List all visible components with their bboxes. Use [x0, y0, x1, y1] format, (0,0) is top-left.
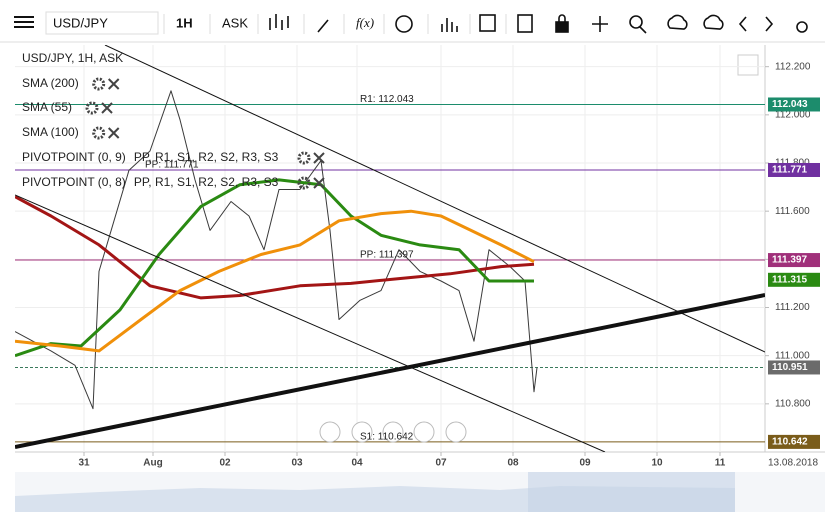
series-line: [15, 195, 535, 300]
price-tag-label: 111.315: [772, 274, 807, 285]
price-tag: [768, 434, 820, 449]
x-tick-label: 04: [351, 458, 363, 469]
y-tick-label: 110.800: [775, 398, 811, 409]
series-line: [15, 209, 535, 353]
interval[interactable]: 1H: [176, 15, 193, 30]
y-tick-label: 111.200: [775, 302, 810, 313]
x-tick-label: 03: [291, 458, 303, 469]
price-tag-label: 110.642: [772, 437, 808, 448]
x-tick-label: 07: [435, 458, 447, 469]
x-tick-label: 11: [715, 458, 726, 469]
price-tag-label: 110.951: [772, 362, 808, 373]
date-label: 13.08.2018: [768, 458, 818, 469]
zoom-controls[interactable]: [319, 421, 467, 443]
toolbar-separators: [163, 14, 507, 34]
popout-button[interactable]: [737, 54, 759, 76]
indicator-name: SMA (100): [22, 125, 79, 139]
remove-icon[interactable]: [313, 177, 325, 189]
y-tick-label: 111.000: [775, 350, 810, 361]
settings-icon[interactable]: [85, 101, 99, 115]
price-tag-label: 111.397: [772, 255, 807, 266]
plot: [15, 45, 765, 452]
remove-icon[interactable]: [107, 127, 120, 139]
series-line: [15, 178, 534, 358]
price-tag: [768, 253, 820, 268]
price-tag: [768, 360, 820, 375]
price-tag-label: 112.043: [772, 99, 808, 110]
plot-area: [15, 45, 765, 452]
indicator-name: SMA (55): [22, 100, 72, 114]
remove-icon[interactable]: [107, 78, 120, 90]
x-tick-label: 09: [579, 458, 591, 469]
legend: USD/JPY, 1H, ASK SMA (200) SMA (55) SMA (10…: [22, 51, 325, 190]
price-tag: [768, 162, 820, 177]
indicator-name: SMA (200): [22, 76, 79, 90]
settings-icon[interactable]: [92, 126, 106, 140]
pivot-label: PP: 111.771: [145, 160, 199, 171]
pivot-label: R1: 112.043: [360, 94, 414, 105]
symbol: USD/JPY: [53, 15, 108, 30]
navigator-window[interactable]: [528, 472, 735, 512]
x-tick-label: 10: [651, 458, 663, 469]
indicator-fields: PP, R1, S1, R2, S2, R3, S3: [134, 150, 279, 164]
series-line: [15, 90, 538, 410]
menu-button[interactable]: [12, 14, 36, 28]
settings-icon[interactable]: [297, 176, 311, 190]
toolbar-icons[interactable]: [269, 14, 808, 34]
y-tick-label: 112.000: [775, 109, 811, 120]
y-tick-label: 111.600: [775, 206, 810, 217]
trend-lines: [15, 45, 765, 452]
price-tag-label: 111.771: [772, 165, 807, 176]
symbol-box[interactable]: [45, 11, 159, 35]
x-tick-label: 08: [507, 458, 519, 469]
price-type[interactable]: ASK: [222, 15, 248, 30]
remove-icon[interactable]: [101, 102, 113, 114]
fx-button[interactable]: f(x): [356, 15, 374, 30]
y-tick-label: 112.200: [775, 61, 811, 72]
legend-title: USD/JPY, 1H, ASK: [22, 51, 123, 65]
x-tick-label: 31: [78, 458, 90, 469]
price-tag: [768, 97, 820, 112]
pivot-label: PP: 111.397: [360, 250, 414, 261]
price-tag: [768, 272, 820, 287]
x-tick-label: Aug: [143, 458, 162, 469]
x-tick-label: 02: [219, 458, 231, 469]
settings-icon[interactable]: [92, 77, 106, 91]
pivot-label: S1: 110.642: [360, 432, 414, 443]
indicator-name: PIVOTPOINT (0, 9): [22, 150, 126, 164]
settings-icon[interactable]: [297, 151, 311, 165]
remove-icon[interactable]: [313, 152, 325, 164]
indicator-fields: PP, R1, S1, R2, S2, R3, S3: [134, 175, 279, 189]
indicator-name: PIVOTPOINT (0, 8): [22, 175, 126, 189]
